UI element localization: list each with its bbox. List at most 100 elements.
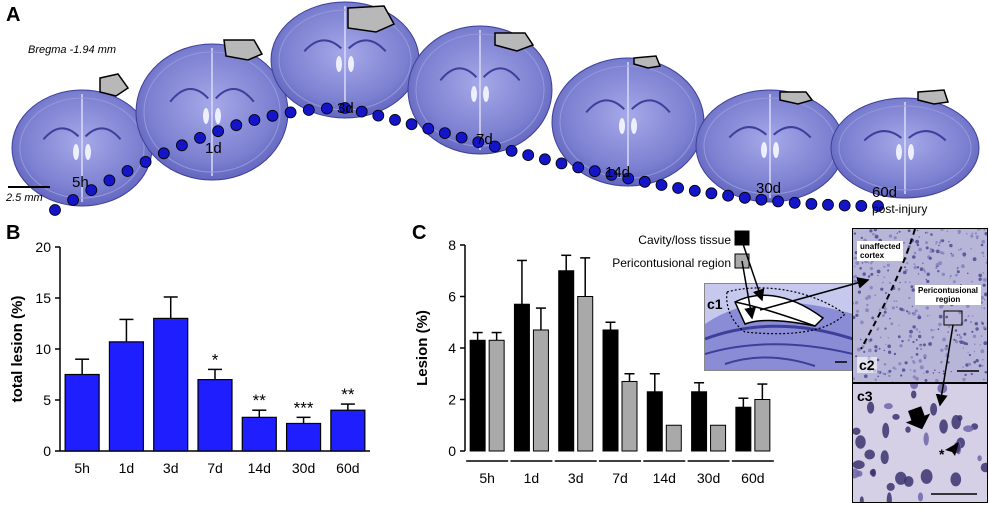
c3-cell bbox=[980, 462, 987, 473]
c2-cell bbox=[926, 231, 929, 234]
timepoint-label-1d: 1d bbox=[205, 140, 222, 157]
c2-cell bbox=[935, 378, 939, 382]
b-bar-30d bbox=[285, 422, 322, 452]
c2-cell bbox=[860, 236, 863, 239]
timeline-dot bbox=[422, 122, 435, 135]
timeline-dot bbox=[788, 196, 801, 209]
c2-cell bbox=[867, 295, 870, 298]
c2-cell bbox=[962, 366, 964, 368]
c2-cell bbox=[949, 274, 952, 278]
c2-cell bbox=[950, 252, 952, 255]
c2-cell bbox=[887, 371, 889, 374]
b-bar-60d bbox=[330, 409, 366, 452]
c2-cell bbox=[883, 276, 886, 278]
c2-cell bbox=[900, 307, 904, 312]
c2-cell bbox=[904, 281, 907, 284]
c2-cell bbox=[861, 345, 865, 349]
lesion-area bbox=[494, 32, 535, 52]
inset-c3: c3 * bbox=[852, 383, 988, 503]
c2-cell bbox=[922, 268, 926, 272]
c2-cell bbox=[981, 251, 985, 255]
c2-cell bbox=[979, 344, 981, 346]
brain-section-1d bbox=[135, 39, 289, 181]
c2-cell bbox=[923, 372, 925, 374]
c2-cell bbox=[910, 356, 913, 359]
c2-cell bbox=[882, 281, 884, 284]
lesion-area bbox=[223, 39, 264, 61]
c2-cell bbox=[949, 243, 953, 248]
c2-cell bbox=[901, 340, 904, 343]
c2-cell bbox=[982, 271, 985, 274]
c2-cell bbox=[984, 232, 987, 236]
c2-cell bbox=[880, 287, 884, 291]
c2-cell bbox=[913, 251, 917, 255]
c2-cell bbox=[945, 353, 948, 355]
c2-cell bbox=[907, 339, 910, 342]
c2-cell bbox=[952, 280, 956, 284]
c2-zoom-box bbox=[943, 310, 963, 326]
c2-cell bbox=[876, 358, 880, 362]
c2-cell bbox=[872, 232, 875, 236]
c2-cell bbox=[855, 313, 859, 317]
brain-section-60d bbox=[830, 89, 980, 199]
c2-cell bbox=[918, 359, 922, 363]
inset-c3-label: c3 bbox=[857, 388, 873, 404]
c2-cell bbox=[881, 314, 885, 317]
pericontusional-line-2: region bbox=[935, 295, 961, 304]
c2-cell bbox=[967, 362, 972, 366]
c3-cell bbox=[855, 435, 866, 449]
c2-cell bbox=[975, 327, 979, 331]
timeline-dot bbox=[705, 187, 718, 200]
c2-cell bbox=[983, 278, 987, 282]
c2-cell bbox=[853, 232, 857, 235]
c2-cell bbox=[893, 300, 896, 303]
c2-cell bbox=[974, 343, 976, 345]
c2-cell bbox=[862, 272, 866, 276]
c2-cell bbox=[879, 336, 882, 339]
c2-cell bbox=[857, 290, 861, 294]
c3-cell bbox=[903, 476, 914, 487]
c2-cell bbox=[918, 330, 921, 333]
c2-cell bbox=[864, 374, 868, 378]
c3-cell bbox=[910, 384, 919, 390]
timeline-dot bbox=[672, 182, 684, 194]
c-bar-pericontusional-1d bbox=[532, 329, 549, 452]
c2-cell bbox=[916, 347, 919, 350]
b-y-tick-label: 20 bbox=[35, 239, 51, 255]
c2-cell bbox=[874, 234, 879, 239]
lesion-area bbox=[633, 55, 662, 69]
c2-cell bbox=[897, 335, 901, 339]
c2-cell bbox=[915, 338, 918, 341]
c2-cell bbox=[885, 292, 887, 294]
b-bar-14d bbox=[241, 416, 277, 452]
c2-cell bbox=[955, 339, 958, 342]
c2-cell bbox=[975, 359, 979, 363]
c2-cell bbox=[915, 376, 919, 381]
c2-cell bbox=[961, 264, 965, 269]
timeline-dot bbox=[738, 191, 751, 204]
c2-cell bbox=[959, 336, 963, 339]
c2-cell bbox=[938, 244, 940, 247]
c2-cell bbox=[908, 281, 911, 283]
c2-boundary-line bbox=[860, 229, 916, 350]
c2-cell bbox=[982, 359, 984, 361]
unaffected-cortex-label: unaffected cortex bbox=[857, 241, 904, 261]
timeline-dot bbox=[588, 165, 601, 178]
c2-cell bbox=[970, 248, 972, 250]
timeline-dot bbox=[622, 172, 635, 185]
brain-section-3d bbox=[270, 1, 420, 119]
c2-cell bbox=[981, 364, 984, 367]
c2-cell bbox=[971, 280, 973, 283]
c2-cell bbox=[854, 301, 859, 305]
c2-cell bbox=[959, 334, 961, 336]
c2-cell bbox=[966, 233, 968, 235]
c2-cell bbox=[964, 373, 967, 377]
c2-cell bbox=[914, 309, 918, 313]
c2-cell bbox=[981, 239, 986, 244]
post-injury-label: post-injury bbox=[872, 202, 928, 216]
c2-cell bbox=[854, 265, 856, 268]
c2-cell bbox=[906, 310, 909, 313]
c2-cell bbox=[917, 273, 920, 275]
c2-cell bbox=[962, 347, 965, 349]
